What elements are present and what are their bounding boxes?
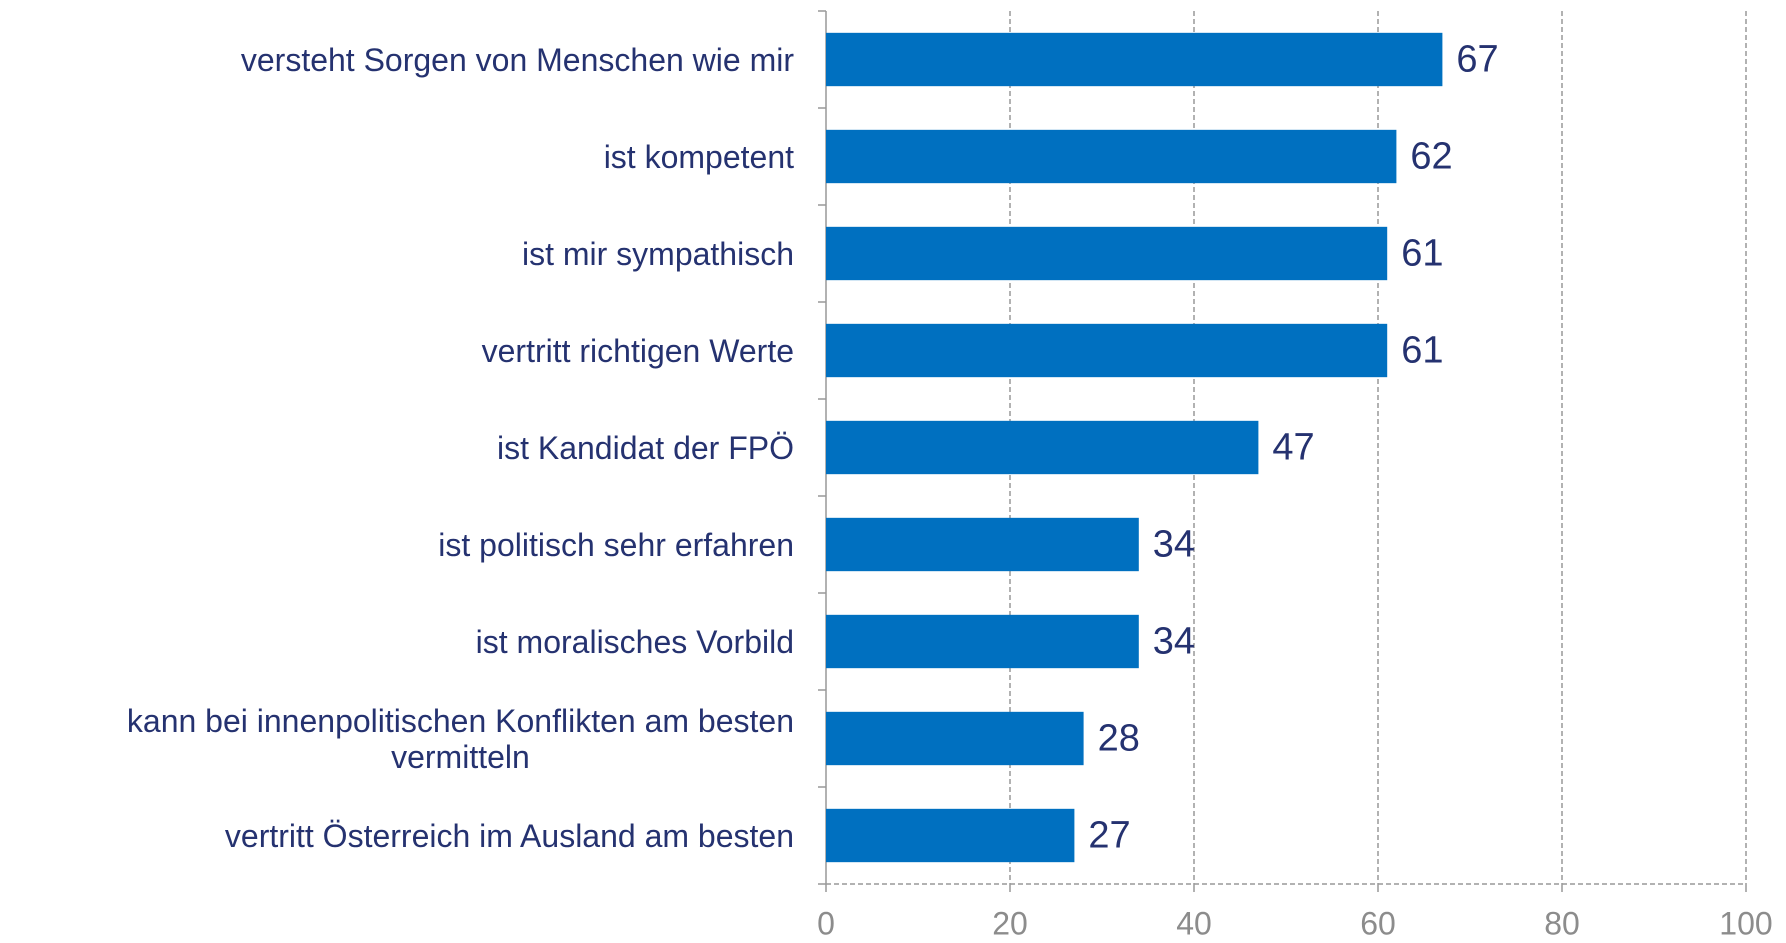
bar [826, 614, 1139, 669]
category-label: ist Kandidat der FPÖ [496, 429, 794, 466]
bar [826, 711, 1084, 766]
x-tick-label: 100 [1719, 905, 1772, 941]
category-label: versteht Sorgen von Menschen wie mir [240, 41, 794, 78]
x-tick-label: 0 [817, 905, 835, 941]
x-tick-label: 80 [1544, 905, 1580, 941]
x-tick-label: 40 [1176, 905, 1212, 941]
bar [826, 226, 1388, 281]
bar [826, 808, 1075, 863]
category-label: vertritt richtigen Werte [481, 332, 794, 369]
bar [826, 517, 1139, 572]
category-label: vertritt Österreich im Ausland am besten [224, 817, 794, 854]
category-label: kann bei innenpolitischen Konflikten am … [126, 702, 794, 775]
value-label: 67 [1456, 39, 1498, 81]
x-tick-label: 20 [992, 905, 1028, 941]
x-tick-label: 60 [1360, 905, 1396, 941]
category-label: ist mir sympathisch [521, 235, 794, 272]
category-label: ist moralisches Vorbild [475, 623, 794, 660]
value-label: 34 [1153, 621, 1195, 663]
category-label: ist kompetent [603, 138, 794, 175]
category-label: ist politisch sehr erfahren [438, 526, 794, 563]
bar [826, 32, 1443, 87]
value-label: 47 [1272, 427, 1314, 469]
bar [826, 129, 1397, 184]
value-label: 62 [1410, 136, 1452, 178]
value-label: 61 [1401, 330, 1443, 372]
bar [826, 323, 1388, 378]
value-label: 27 [1088, 815, 1130, 857]
value-label: 28 [1098, 718, 1140, 760]
value-label: 34 [1153, 524, 1195, 566]
bar [826, 420, 1259, 475]
value-label: 61 [1401, 233, 1443, 275]
